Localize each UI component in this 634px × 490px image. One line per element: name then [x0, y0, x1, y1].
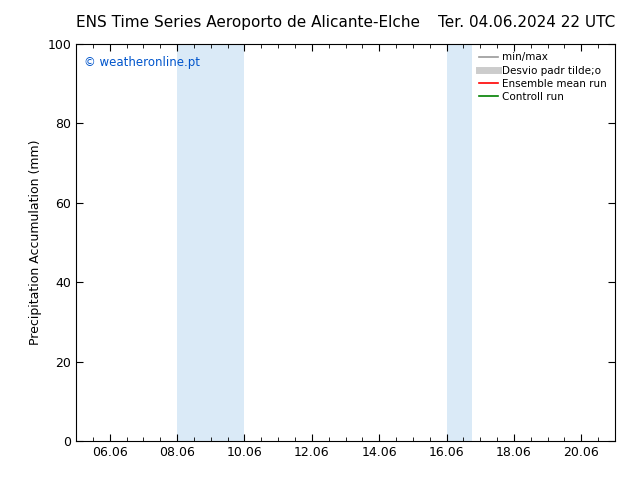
Text: Ter. 04.06.2024 22 UTC: Ter. 04.06.2024 22 UTC [437, 15, 615, 29]
Y-axis label: Precipitation Accumulation (mm): Precipitation Accumulation (mm) [29, 140, 42, 345]
Bar [177, 44, 245, 441]
Text: ENS Time Series Aeroporto de Alicante-Elche: ENS Time Series Aeroporto de Alicante-El… [76, 15, 420, 29]
Bar [446, 44, 472, 441]
Text: © weatheronline.pt: © weatheronline.pt [84, 56, 200, 69]
Legend: min/max, Desvio padr tilde;o, Ensemble mean run, Controll run: min/max, Desvio padr tilde;o, Ensemble m… [476, 49, 610, 105]
